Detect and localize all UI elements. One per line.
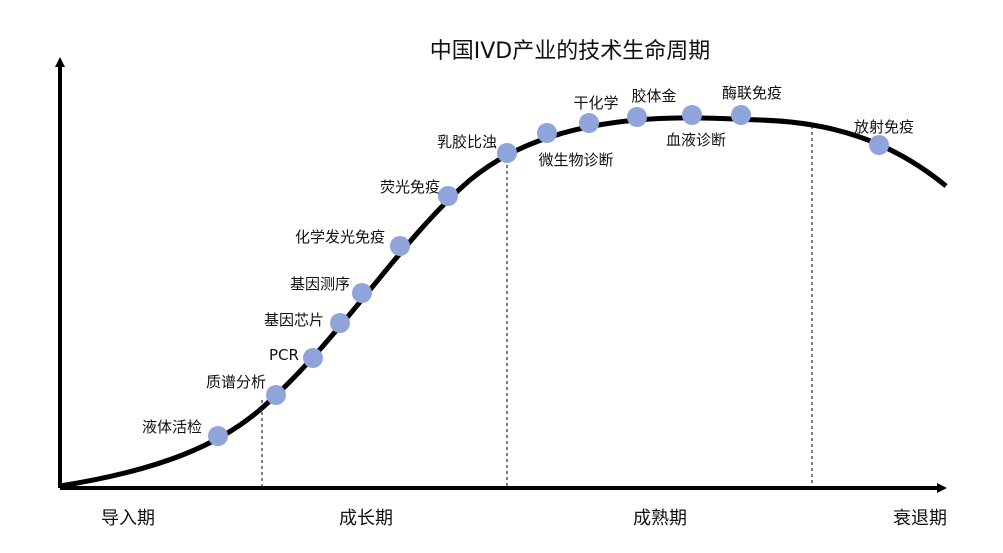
- tech-node-5: [390, 236, 410, 256]
- tech-label-13: 放射免疫: [854, 118, 914, 136]
- tech-node-10: [627, 107, 647, 127]
- tech-node-6: [438, 186, 458, 206]
- technology-nodes: [208, 105, 889, 446]
- tech-node-0: [208, 426, 228, 446]
- phase-label-growth: 成长期: [339, 508, 393, 529]
- tech-label-4: 基因测序: [290, 275, 350, 293]
- tech-label-0: 液体活检: [142, 418, 202, 436]
- tech-label-12: 酶联免疫: [722, 84, 782, 102]
- tech-node-2: [303, 348, 323, 368]
- tech-label-1: 质谱分析: [206, 373, 266, 391]
- phase-label-decline: 衰退期: [893, 508, 947, 529]
- phase-label-maturity: 成熟期: [633, 508, 687, 529]
- tech-node-12: [731, 105, 751, 125]
- tech-node-9: [579, 113, 599, 133]
- tech-label-5: 化学发光免疫: [295, 228, 385, 246]
- lifecycle-curve: [59, 115, 948, 489]
- tech-node-3: [330, 313, 350, 333]
- tech-label-3: 基因芯片: [264, 311, 324, 329]
- tech-label-2: PCR: [269, 346, 299, 364]
- tech-label-7: 乳胶比浊: [437, 133, 497, 151]
- tech-node-8: [537, 123, 557, 143]
- tech-node-11: [682, 105, 702, 125]
- tech-node-4: [352, 283, 372, 303]
- tech-label-11: 血液诊断: [666, 131, 726, 149]
- tech-label-10: 胶体金: [631, 87, 676, 105]
- phase-label-intro: 导入期: [101, 508, 155, 529]
- tech-label-8: 微生物诊断: [538, 151, 613, 169]
- tech-label-6: 荧光免疫: [380, 178, 440, 196]
- tech-node-1: [266, 385, 286, 405]
- tech-node-7: [497, 143, 517, 163]
- tech-node-13: [869, 135, 889, 155]
- diagram-title: 中国IVD产业的技术生命周期: [430, 39, 710, 64]
- tech-label-9: 干化学: [573, 94, 618, 112]
